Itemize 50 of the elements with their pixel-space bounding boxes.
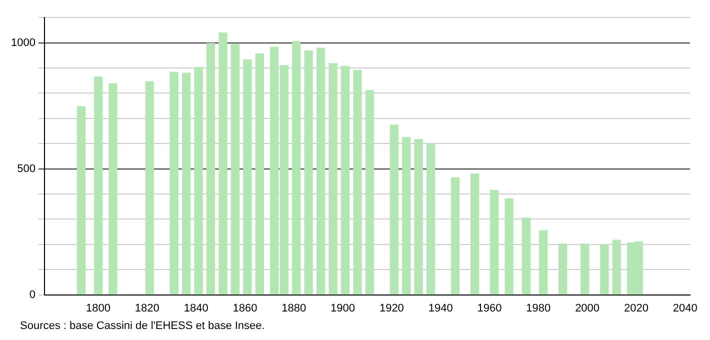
bar — [316, 48, 326, 295]
bar — [145, 81, 154, 295]
bar — [194, 66, 203, 295]
x-tick-label: 1900 — [330, 302, 356, 314]
y-tick-label: 500 — [17, 162, 36, 175]
bar — [470, 174, 480, 295]
x-tick-label: 1940 — [428, 302, 453, 314]
x-tick-label: 1820 — [134, 302, 160, 314]
x-tick-label: 1860 — [232, 302, 258, 314]
bar — [538, 230, 548, 295]
bar — [76, 106, 86, 295]
x-tick-label: 1800 — [86, 302, 111, 314]
bar — [450, 177, 460, 295]
bar — [230, 44, 240, 295]
bar — [580, 244, 590, 295]
bar — [365, 90, 374, 295]
bar — [206, 42, 216, 295]
bar — [612, 240, 621, 295]
x-tick-label: 2020 — [624, 302, 648, 314]
y-tick-label: 1000 — [10, 36, 36, 49]
bar — [522, 218, 531, 295]
bar — [414, 138, 423, 295]
bar — [182, 72, 191, 295]
x-tick-label: 2040 — [672, 302, 698, 314]
bar — [353, 70, 362, 295]
bar — [243, 59, 252, 295]
x-tick-label: 1920 — [379, 302, 404, 314]
bar — [218, 32, 228, 295]
bar — [504, 198, 514, 295]
bar — [292, 40, 301, 295]
bar — [94, 76, 103, 295]
bar — [304, 50, 313, 295]
x-tick-label: 1840 — [184, 302, 208, 314]
bar — [108, 83, 118, 295]
bar — [490, 190, 499, 295]
bar — [255, 54, 264, 295]
x-tick-label: 1880 — [282, 302, 306, 314]
bar — [600, 244, 609, 295]
bar — [390, 124, 398, 295]
bar — [170, 72, 178, 295]
bar — [340, 66, 350, 295]
x-tick-label: 1960 — [477, 302, 502, 314]
source-note: Sources : base Cassini de l'EHESS et base Insee. — [20, 320, 266, 332]
bar — [426, 144, 436, 295]
x-tick-label: 2000 — [575, 302, 600, 314]
bar — [558, 244, 568, 295]
x-tick-label: 1980 — [526, 302, 551, 314]
bar — [402, 136, 411, 295]
bar — [328, 63, 338, 295]
y-tick-label: 0 — [29, 288, 36, 301]
